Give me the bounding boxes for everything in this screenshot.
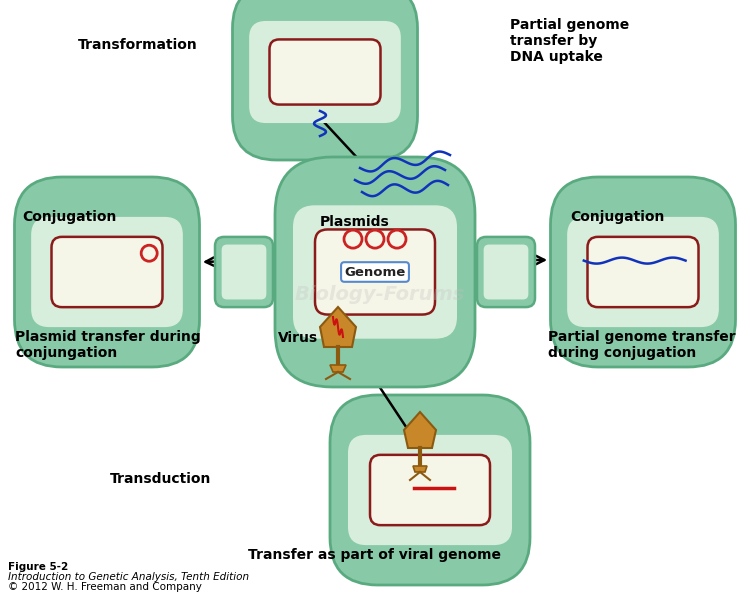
FancyBboxPatch shape [550,177,735,367]
FancyBboxPatch shape [293,205,457,338]
Text: Partial genome transfer
during conjugation: Partial genome transfer during conjugati… [548,330,735,360]
FancyBboxPatch shape [370,455,490,525]
Text: Transfer as part of viral genome: Transfer as part of viral genome [248,548,502,562]
Text: Transduction: Transduction [110,472,211,486]
FancyBboxPatch shape [232,0,417,160]
FancyBboxPatch shape [330,395,530,585]
FancyBboxPatch shape [249,21,401,123]
Polygon shape [404,412,436,448]
Text: Introduction to Genetic Analysis, Tenth Edition: Introduction to Genetic Analysis, Tenth … [8,572,249,582]
FancyBboxPatch shape [51,237,162,307]
Text: Partial genome
transfer by
DNA uptake: Partial genome transfer by DNA uptake [510,18,629,64]
FancyBboxPatch shape [14,177,199,367]
Text: Figure 5-2: Figure 5-2 [8,562,68,572]
Text: Biology-Forums: Biology-Forums [295,286,465,304]
Text: Conjugation: Conjugation [570,210,664,224]
FancyBboxPatch shape [275,157,475,387]
FancyBboxPatch shape [587,237,699,307]
Polygon shape [320,307,356,347]
FancyBboxPatch shape [567,217,719,327]
FancyBboxPatch shape [269,40,381,104]
Text: © 2012 W. H. Freeman and Company: © 2012 W. H. Freeman and Company [8,582,202,592]
FancyBboxPatch shape [484,245,529,299]
Text: Virus: Virus [278,331,318,345]
FancyBboxPatch shape [477,237,535,307]
FancyBboxPatch shape [222,245,266,299]
Polygon shape [413,466,427,472]
Text: Genome: Genome [344,265,405,278]
Text: Conjugation: Conjugation [22,210,117,224]
Text: Transformation: Transformation [78,38,198,52]
Text: Plasmid transfer during
conjungation: Plasmid transfer during conjungation [15,330,201,360]
FancyBboxPatch shape [31,217,183,327]
FancyBboxPatch shape [215,237,273,307]
FancyBboxPatch shape [348,435,512,545]
FancyBboxPatch shape [315,229,435,314]
Polygon shape [330,365,346,372]
Text: Plasmids: Plasmids [320,215,390,229]
